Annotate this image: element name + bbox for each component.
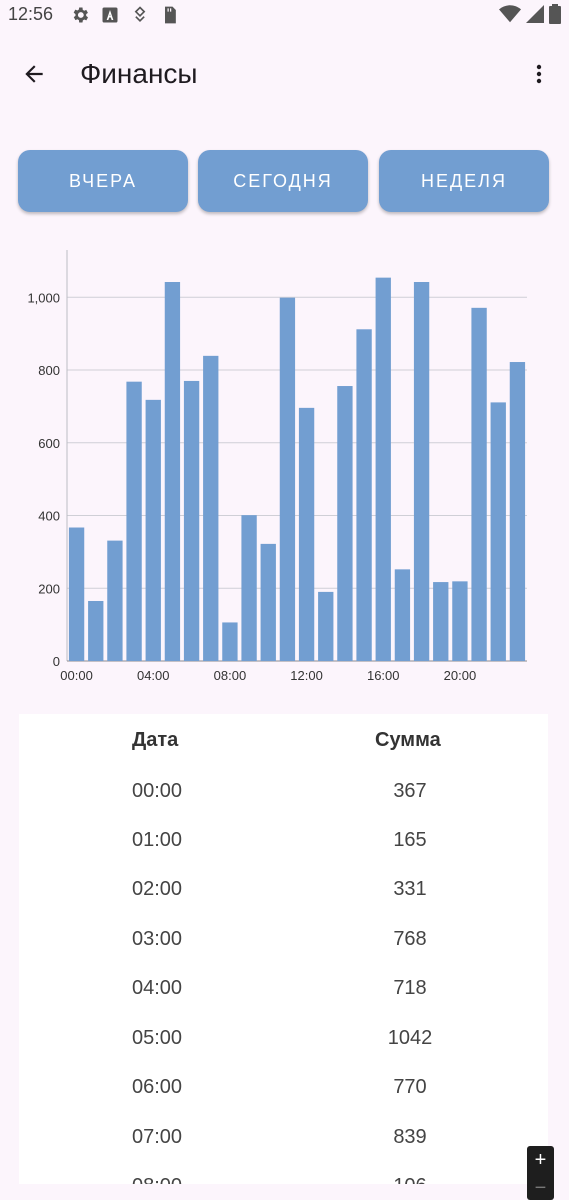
x-tick-label: 20:00 (444, 668, 477, 683)
app-bar: Финансы (0, 40, 569, 114)
cell-sum: 1042 (387, 1027, 433, 1049)
status-bar: 12:56 (0, 0, 569, 30)
bar (107, 540, 123, 661)
table-row: 00:00 367 (19, 780, 548, 829)
x-tick-label: 08:00 (214, 668, 247, 683)
signal-icon (526, 5, 544, 23)
x-tick-label: 00:00 (60, 668, 93, 683)
y-tick-label: 200 (38, 581, 60, 596)
bar-chart-svg: 0 200 400 600 800 1,000 00:00 04:00 08:00 12:00 16… (27, 250, 527, 683)
bar (183, 380, 200, 661)
table-header: Дата Сумма (19, 714, 548, 768)
bar (260, 543, 276, 661)
bar (298, 407, 315, 661)
more-vert-icon (536, 64, 542, 84)
status-system-icons (499, 4, 561, 24)
bar (126, 381, 142, 661)
bar (433, 582, 449, 661)
back-button[interactable] (14, 54, 54, 94)
cell-date: 04:00 (132, 977, 183, 999)
overflow-menu-button[interactable] (519, 54, 559, 94)
cell-sum: 770 (393, 1076, 427, 1098)
x-tick-label: 04:00 (137, 668, 170, 683)
y-tick-label: 1,000 (27, 290, 60, 305)
settings-icon (73, 7, 88, 23)
bar (356, 329, 372, 661)
cell-date: 06:00 (132, 1076, 183, 1098)
cell-date: 07:00 (132, 1126, 183, 1148)
page-title: Финансы (80, 58, 198, 89)
bar (337, 386, 353, 661)
bar (375, 277, 391, 661)
bar (68, 527, 85, 661)
data-table: Дата Сумма 00:00 367 01:00 165 02:00 331… (19, 714, 548, 1184)
cell-sum: 331 (393, 878, 427, 900)
cell-date: 05:00 (132, 1027, 183, 1049)
y-tick-label: 800 (38, 363, 60, 378)
cell-date: 01:00 (132, 829, 183, 851)
cell-sum: 768 (393, 928, 427, 950)
zoom-in-button[interactable]: + (534, 1149, 547, 1171)
cell-sum: 367 (393, 780, 427, 802)
y-tick-label: 600 (38, 436, 60, 451)
table-row: 02:00 331 (19, 878, 548, 927)
table-row: 07:00 839 (19, 1126, 548, 1175)
table-row: 04:00 718 (19, 977, 548, 1026)
bar (241, 515, 257, 661)
cell-sum: 839 (393, 1126, 427, 1148)
bar (222, 622, 238, 661)
y-tick-label: 0 (53, 654, 60, 669)
bar (88, 600, 104, 661)
bar (318, 591, 334, 661)
font-a-icon (102, 7, 118, 23)
bar (413, 282, 430, 661)
cell-sum: 165 (393, 829, 427, 851)
column-header-sum: Сумма (375, 729, 441, 751)
period-selector: ВЧЕРА СЕГОДНЯ НЕДЕЛЯ (18, 150, 549, 212)
wifi-icon (499, 5, 521, 23)
cell-date: 03:00 (132, 928, 183, 950)
table-row: 06:00 770 (19, 1076, 548, 1125)
bar (490, 402, 506, 661)
bar (164, 282, 181, 661)
zoom-control: + − (527, 1146, 554, 1200)
bar-chart: 0 200 400 600 800 1,000 00:00 04:00 08:00 12:00 16… (0, 240, 569, 690)
table-row: 05:00 1042 (19, 1027, 548, 1076)
bar (471, 307, 487, 661)
y-tick-label: 400 (38, 509, 60, 524)
table-row: 08:00 106 (19, 1175, 548, 1184)
bar (145, 399, 161, 661)
bar (452, 581, 468, 661)
cell-date: 08:00 (132, 1175, 182, 1184)
x-tick-label: 12:00 (290, 668, 323, 683)
period-button-today[interactable]: СЕГОДНЯ (198, 150, 368, 212)
status-time: 12:56 (8, 4, 54, 24)
bar (509, 362, 526, 661)
cell-sum: 718 (393, 977, 427, 999)
cell-sum: 106 (350, 1175, 470, 1184)
bar (203, 355, 219, 661)
table-row: 01:00 165 (19, 829, 548, 878)
sd-card-icon (165, 6, 176, 24)
period-button-week[interactable]: НЕДЕЛЯ (379, 150, 549, 212)
bar (394, 569, 411, 661)
arrow-back-icon (25, 65, 43, 83)
x-tick-label: 16:00 (367, 668, 400, 683)
table-row: 03:00 768 (19, 928, 548, 977)
period-button-yesterday[interactable]: ВЧЕРА (18, 150, 188, 212)
bar (279, 297, 296, 661)
cell-date: 00:00 (132, 780, 183, 802)
status-notification-icons (70, 5, 180, 25)
zoom-out-button[interactable]: − (534, 1177, 547, 1199)
sync-icon (134, 6, 146, 23)
cell-date: 02:00 (132, 878, 183, 900)
column-header-date: Дата (132, 729, 179, 751)
battery-icon (549, 4, 561, 24)
